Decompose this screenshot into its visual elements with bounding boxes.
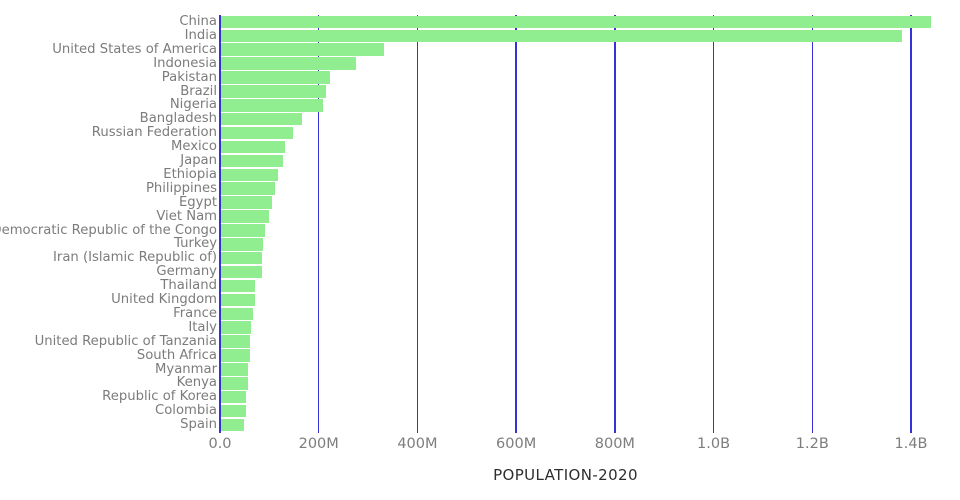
category-label: Spain [180,417,217,433]
bar[interactable] [221,251,263,265]
category-label: Mexico [170,139,217,155]
x-tick-label: 1.4B [894,436,928,452]
bar[interactable] [221,182,276,195]
x-axis-title: POPULATION-2020 [493,466,638,484]
x-tick-label: 200M [298,436,339,452]
category-label: Myanmar [155,361,217,377]
x-tick-label: 800M [594,436,635,452]
gridline-1.2B [811,15,814,433]
category-label: India [184,27,217,43]
bar[interactable] [221,126,294,140]
category-label: Iran (Islamic Republic of) [53,250,217,266]
bar[interactable] [221,196,272,209]
category-label: Turkey [174,236,217,252]
gridline-600M [515,15,517,433]
category-label: Thailand [160,278,217,294]
bar[interactable] [221,404,247,418]
category-label: Germany [156,264,217,280]
bar[interactable] [221,265,263,279]
category-label: South Africa [136,347,217,363]
x-tick-label: 1.2B [795,436,829,452]
bar[interactable] [221,321,251,334]
bar[interactable] [221,57,356,70]
category-label: Viet Nam [156,208,217,224]
bar[interactable] [221,418,245,432]
category-label: Democratic Republic of the Congo [0,222,217,238]
bar[interactable] [221,99,323,112]
category-label: France [173,305,217,321]
gridline-1.0B [712,15,715,433]
category-label: Bangladesh [139,111,217,127]
category-label: Russian Federation [91,125,217,141]
x-tick-label: 600M [496,436,537,452]
bar[interactable] [221,112,303,126]
category-label: Philippines [145,180,217,196]
bar[interactable] [221,335,251,348]
gridline-400M [416,15,419,433]
bar[interactable] [221,390,247,404]
gridline-200M [317,15,320,433]
bar[interactable] [221,29,903,43]
category-label: United Kingdom [111,292,217,307]
category-label: Pakistan [161,69,217,85]
category-label: Colombia [155,403,217,419]
bar[interactable] [221,154,284,168]
bar[interactable] [221,168,278,182]
bar[interactable] [221,210,270,223]
bar[interactable] [221,349,251,362]
category-label: Egypt [178,194,217,210]
category-label: Kenya [176,375,217,391]
x-tick-label: 400M [397,436,438,452]
category-label: Indonesia [153,55,217,71]
bar[interactable] [221,71,331,84]
gridline-800M [614,15,616,433]
category-label: United Republic of Tanzania [34,333,217,349]
bar[interactable] [221,293,255,307]
category-label: China [179,14,217,29]
x-tick-label: 1.0B [697,436,731,452]
bar[interactable] [221,363,248,376]
category-label: Brazil [180,83,217,99]
gridline-0.0 [219,15,221,433]
category-label: United States of America [52,41,217,57]
bar[interactable] [221,238,263,251]
category-label: Nigeria [169,97,217,113]
x-tick-label: 0.0 [208,436,232,452]
bar[interactable] [221,377,248,390]
bar[interactable] [221,85,326,98]
bar[interactable] [221,43,385,56]
category-label: Republic of Korea [102,389,217,405]
category-label: Italy [188,319,217,335]
category-label: Ethiopia [163,166,217,182]
gridline-1.4B [910,15,912,433]
bar[interactable] [221,224,266,237]
bar[interactable] [221,15,932,29]
bar[interactable] [221,307,254,321]
bar[interactable] [221,140,285,154]
bar[interactable] [221,279,256,293]
category-label: Japan [180,153,217,168]
